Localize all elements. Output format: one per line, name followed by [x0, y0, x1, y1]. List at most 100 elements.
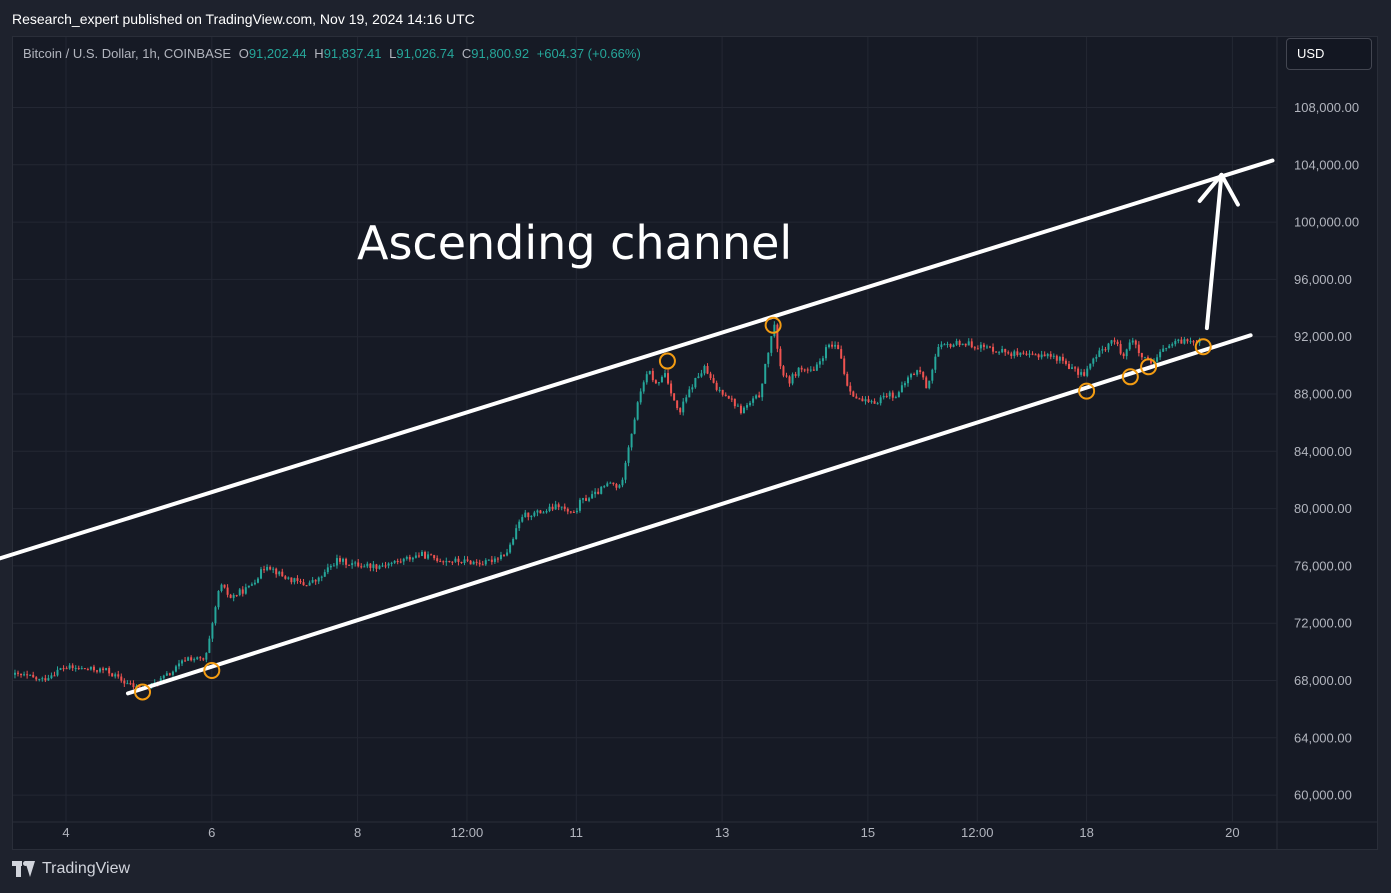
- candle-body: [317, 577, 320, 582]
- candle-body: [120, 676, 123, 681]
- candle-body: [794, 374, 797, 376]
- candle-body: [657, 382, 660, 384]
- candle-body: [487, 559, 490, 561]
- candle-body: [551, 506, 554, 510]
- chart-pane[interactable]: [12, 36, 1378, 850]
- candle-body: [1149, 360, 1152, 364]
- candle-body: [1110, 340, 1113, 344]
- candle-body: [32, 674, 35, 678]
- candle-body: [879, 397, 882, 404]
- time-tick-label: 13: [715, 825, 729, 840]
- candle-body: [1077, 368, 1080, 375]
- candle-body: [922, 371, 925, 378]
- candle-body: [982, 344, 985, 347]
- grid: [13, 37, 1377, 849]
- candle-body: [630, 433, 633, 448]
- candle-body: [1080, 372, 1083, 375]
- candle-body: [99, 668, 102, 672]
- candle-body: [108, 668, 111, 674]
- candle-body: [214, 607, 217, 624]
- candle-body: [92, 666, 95, 671]
- candle-body: [1189, 341, 1192, 343]
- candle-body: [837, 344, 840, 350]
- candle-body: [105, 668, 108, 671]
- candle-body: [536, 510, 539, 513]
- symbol-legend[interactable]: Bitcoin / U.S. Dollar, 1h, COINBASE O91,…: [23, 46, 641, 61]
- candle-body: [1025, 353, 1028, 355]
- candle-body: [496, 558, 499, 560]
- candle-body: [372, 564, 375, 568]
- candle-body: [749, 402, 752, 406]
- candle-body: [676, 400, 679, 409]
- candle-body: [451, 561, 454, 563]
- candle-body: [287, 577, 290, 579]
- candle-body: [861, 398, 864, 402]
- candle-body: [117, 674, 120, 677]
- candle-body: [68, 665, 71, 669]
- candle-body: [448, 561, 451, 563]
- candle-body: [906, 377, 909, 384]
- candle-body: [1055, 355, 1058, 361]
- candle-body: [1095, 356, 1098, 359]
- candle-body: [843, 358, 846, 374]
- candle-body: [1104, 349, 1107, 351]
- candle-body: [900, 385, 903, 393]
- time-tick-label: 4: [62, 825, 69, 840]
- candle-body: [244, 587, 247, 594]
- candle-body: [812, 369, 815, 371]
- candle-body: [199, 657, 202, 659]
- candle-body: [481, 564, 484, 566]
- candle-body: [679, 408, 682, 413]
- candle-body: [174, 666, 177, 672]
- candle-body: [788, 376, 791, 384]
- candle-body: [1183, 339, 1186, 344]
- candle-body: [35, 677, 38, 680]
- candle-body: [269, 567, 272, 570]
- candle-body: [393, 560, 396, 563]
- candle-body: [439, 561, 442, 563]
- candle-body: [995, 351, 998, 353]
- candle-body: [235, 595, 238, 597]
- price-axis[interactable]: 60,000.00 64,000.00 68,000.00 72,000.00 76,0…: [1294, 100, 1359, 803]
- candle-body: [348, 564, 351, 566]
- candle-body: [824, 347, 827, 359]
- candle-body: [366, 563, 369, 567]
- candle-body: [998, 352, 1001, 354]
- candle-body: [232, 595, 235, 598]
- candle-body: [247, 585, 250, 588]
- candle-body: [755, 395, 758, 399]
- candle-body: [1064, 360, 1067, 364]
- currency-button[interactable]: USD: [1286, 38, 1372, 70]
- candle-body: [1113, 340, 1116, 342]
- candle-body: [38, 678, 41, 680]
- candle-body: [220, 584, 223, 591]
- price-tick-label: 60,000.00: [1294, 788, 1352, 803]
- candle-body: [503, 554, 506, 556]
- candle-body: [512, 538, 515, 545]
- candle-body: [578, 499, 581, 511]
- candle-body: [335, 558, 338, 566]
- candle-body: [964, 343, 967, 346]
- time-axis[interactable]: 4 6 8 12:00 11 13 15 12:00 18 20: [62, 825, 1239, 840]
- candle-body: [961, 343, 964, 345]
- candle-body: [651, 370, 654, 381]
- candle-body: [1119, 344, 1122, 354]
- candle-body: [1122, 353, 1125, 357]
- candle-body: [430, 554, 433, 556]
- candle-body: [162, 675, 165, 679]
- footer-brand[interactable]: TradingView: [12, 860, 130, 878]
- candle-body: [354, 562, 357, 564]
- candle-body: [1040, 354, 1043, 358]
- candle-body: [554, 504, 557, 510]
- annotation-label: Ascending channel: [357, 216, 792, 270]
- candle-body: [560, 506, 563, 508]
- candle-body: [396, 560, 399, 562]
- candle-body: [633, 419, 636, 434]
- price-tick-label: 108,000.00: [1294, 100, 1359, 115]
- candle-body: [636, 402, 639, 420]
- candle-body: [539, 510, 542, 514]
- candle-body: [542, 512, 545, 514]
- candle-body: [1022, 352, 1025, 354]
- candle-body: [65, 668, 68, 670]
